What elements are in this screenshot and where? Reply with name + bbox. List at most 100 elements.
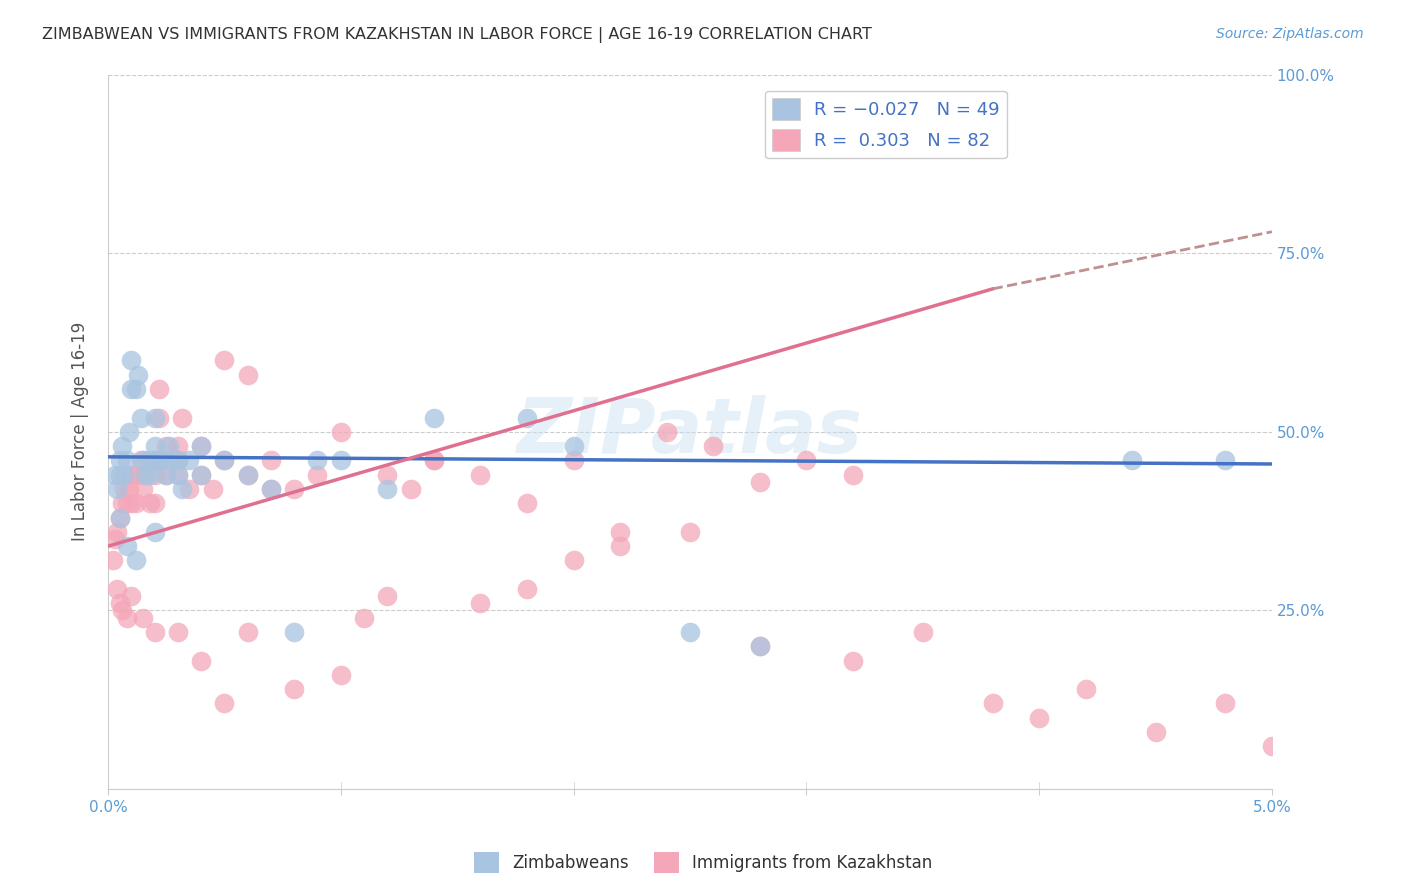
Point xyxy=(104,467,127,482)
Point xyxy=(190,653,212,667)
Point xyxy=(748,475,770,489)
Point xyxy=(1074,682,1097,697)
Point xyxy=(516,410,538,425)
Point xyxy=(190,439,212,453)
Point xyxy=(112,482,135,496)
Point xyxy=(794,453,817,467)
Point xyxy=(139,496,162,510)
Point xyxy=(143,467,166,482)
Point xyxy=(399,482,422,496)
Point xyxy=(353,610,375,624)
Point xyxy=(143,496,166,510)
Point xyxy=(190,467,212,482)
Point xyxy=(329,668,352,682)
Legend: Zimbabweans, Immigrants from Kazakhstan: Zimbabweans, Immigrants from Kazakhstan xyxy=(467,846,939,880)
Point xyxy=(1121,453,1143,467)
Point xyxy=(911,624,934,639)
Point xyxy=(260,453,283,467)
Point xyxy=(108,596,131,610)
Point xyxy=(307,453,329,467)
Point xyxy=(470,467,492,482)
Point xyxy=(562,453,585,467)
Point xyxy=(423,453,446,467)
Legend: R = −0.027   N = 49, R =  0.303   N = 82: R = −0.027 N = 49, R = 0.303 N = 82 xyxy=(765,91,1007,158)
Point xyxy=(748,639,770,653)
Point xyxy=(214,453,236,467)
Point xyxy=(125,553,148,567)
Point xyxy=(236,467,259,482)
Point xyxy=(155,467,177,482)
Point xyxy=(702,439,724,453)
Point xyxy=(166,453,188,467)
Point xyxy=(120,382,142,396)
Point xyxy=(236,624,259,639)
Point xyxy=(120,467,142,482)
Point xyxy=(190,467,212,482)
Point xyxy=(143,453,166,467)
Point xyxy=(139,467,162,482)
Point xyxy=(375,589,398,603)
Point xyxy=(118,425,141,439)
Point xyxy=(562,553,585,567)
Point xyxy=(190,439,212,453)
Point xyxy=(1215,453,1237,467)
Point xyxy=(143,410,166,425)
Point xyxy=(112,467,135,482)
Point xyxy=(679,624,702,639)
Point xyxy=(214,353,236,368)
Point xyxy=(172,410,194,425)
Point xyxy=(108,510,131,524)
Point xyxy=(125,382,148,396)
Point xyxy=(1261,739,1284,754)
Text: ZIPatlas: ZIPatlas xyxy=(517,395,863,469)
Point xyxy=(981,697,1004,711)
Point xyxy=(132,453,155,467)
Point xyxy=(201,482,224,496)
Point xyxy=(155,467,177,482)
Point xyxy=(143,624,166,639)
Point xyxy=(260,482,283,496)
Point xyxy=(105,524,128,539)
Point xyxy=(115,539,138,553)
Point xyxy=(111,603,134,617)
Point xyxy=(166,467,188,482)
Point xyxy=(423,410,446,425)
Point xyxy=(115,453,138,467)
Point xyxy=(104,532,127,546)
Point xyxy=(166,624,188,639)
Point xyxy=(134,467,156,482)
Point xyxy=(108,467,131,482)
Point xyxy=(143,524,166,539)
Point xyxy=(134,467,156,482)
Point xyxy=(166,453,188,467)
Point xyxy=(470,596,492,610)
Point xyxy=(307,467,329,482)
Point xyxy=(111,439,134,453)
Point xyxy=(1215,697,1237,711)
Point xyxy=(136,453,159,467)
Point xyxy=(120,353,142,368)
Point xyxy=(101,553,124,567)
Point xyxy=(283,624,305,639)
Point xyxy=(111,496,134,510)
Point xyxy=(148,453,170,467)
Point xyxy=(105,482,128,496)
Point xyxy=(118,482,141,496)
Point xyxy=(108,453,131,467)
Point xyxy=(148,382,170,396)
Point xyxy=(236,467,259,482)
Point xyxy=(129,453,152,467)
Y-axis label: In Labor Force | Age 16-19: In Labor Force | Age 16-19 xyxy=(72,322,89,541)
Point xyxy=(329,425,352,439)
Point xyxy=(120,589,142,603)
Text: Source: ZipAtlas.com: Source: ZipAtlas.com xyxy=(1216,27,1364,41)
Point xyxy=(516,496,538,510)
Point xyxy=(655,425,678,439)
Point xyxy=(609,539,631,553)
Point xyxy=(214,697,236,711)
Point xyxy=(842,653,865,667)
Point xyxy=(375,482,398,496)
Point xyxy=(120,496,142,510)
Point xyxy=(179,482,201,496)
Point xyxy=(115,496,138,510)
